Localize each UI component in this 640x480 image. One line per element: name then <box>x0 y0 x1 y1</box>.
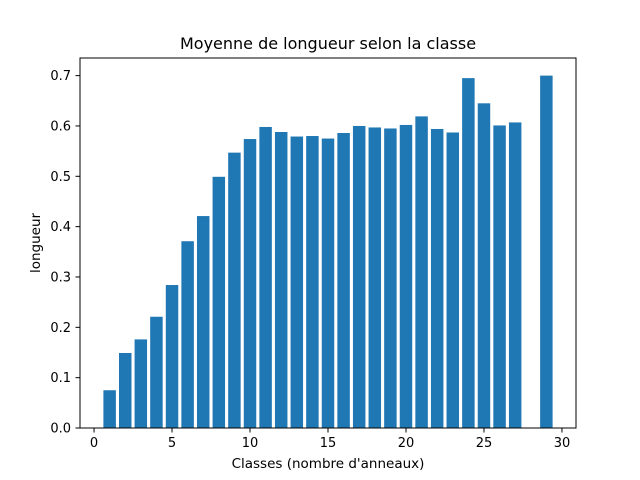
y-tick-label: 0.2 <box>50 321 71 336</box>
bar-29 <box>540 75 553 428</box>
bar-16 <box>337 133 350 428</box>
x-tick-label: 0 <box>90 436 98 451</box>
bar-25 <box>477 103 491 428</box>
bar-9 <box>228 152 241 428</box>
bar-18 <box>368 127 382 428</box>
x-tick-label: 20 <box>398 436 415 451</box>
bar-4 <box>150 316 163 428</box>
x-axis-label: Classes (nombre d'anneaux) <box>232 456 425 472</box>
bar-14 <box>306 136 319 428</box>
bar-17 <box>352 125 366 429</box>
y-axis-label: longueur <box>28 213 44 274</box>
bar-22 <box>430 128 444 428</box>
x-tick-label: 30 <box>554 436 571 451</box>
y-axis-ticks: 0.0 0.1 0.2 0.3 0.4 0.5 0.6 0.7 <box>50 69 80 437</box>
bar-13 <box>290 136 304 428</box>
bar-23 <box>446 132 460 428</box>
x-axis-ticks: 0 5 10 15 20 25 30 <box>90 428 570 451</box>
x-tick-label: 15 <box>320 436 337 451</box>
bar-12 <box>274 132 288 428</box>
bar-26 <box>493 125 506 428</box>
x-tick-label: 25 <box>476 436 493 451</box>
bar-10 <box>243 139 257 429</box>
chart-title: Moyenne de longueur selon la classe <box>180 34 476 53</box>
y-tick-label: 0.3 <box>50 270 71 285</box>
bar-27 <box>508 122 522 429</box>
bar-19 <box>384 128 397 428</box>
bar-5 <box>165 285 179 428</box>
bar-21 <box>415 116 428 428</box>
bar-7 <box>196 216 210 428</box>
y-tick-label: 0.7 <box>50 69 71 84</box>
x-tick-label: 5 <box>168 436 176 451</box>
bar-1 <box>103 390 116 428</box>
bar-11 <box>259 126 272 428</box>
bar-20 <box>399 124 413 428</box>
bars-group <box>103 75 553 429</box>
y-tick-label: 0.4 <box>50 220 71 235</box>
y-tick-label: 0.5 <box>50 170 71 185</box>
bar-8 <box>212 176 226 428</box>
bar-2 <box>118 352 132 428</box>
x-tick-label: 10 <box>242 436 259 451</box>
bar-24 <box>462 78 475 429</box>
bar-6 <box>181 241 194 428</box>
y-tick-label: 0.0 <box>50 422 71 437</box>
y-tick-label: 0.1 <box>50 371 71 386</box>
bar-15 <box>321 138 335 428</box>
y-tick-label: 0.6 <box>50 119 71 134</box>
bar-3 <box>134 339 148 428</box>
